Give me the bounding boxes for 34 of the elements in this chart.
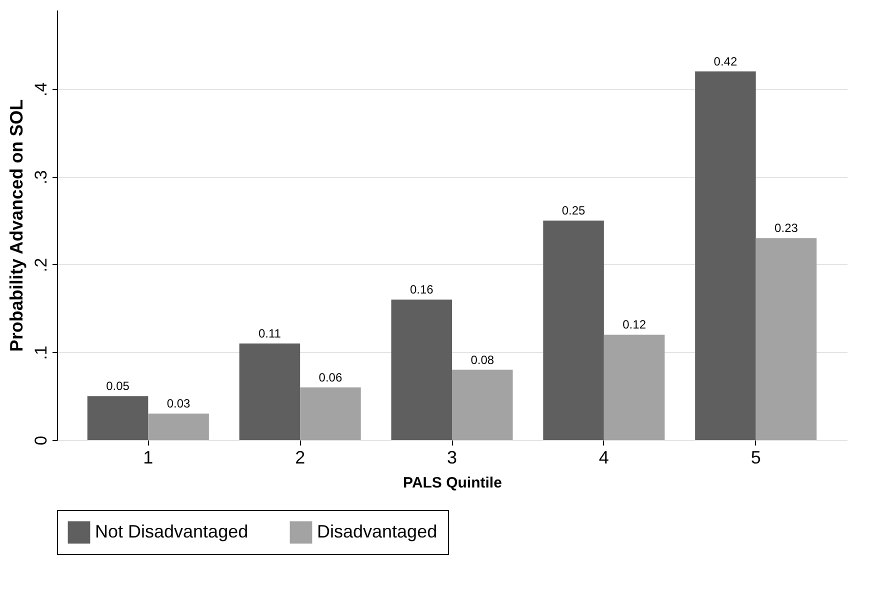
y-tick-label: 0 [32,436,50,446]
data-label: 0.11 [258,326,282,340]
bar [604,334,665,440]
y-tick-label: .1 [32,346,50,360]
bar [239,343,300,440]
data-label: 0.06 [318,370,342,384]
y-tick-label: .3 [32,170,50,184]
legend-label: Not Disadvantaged [95,521,248,542]
bar [300,387,361,440]
data-label: 0.16 [410,282,434,297]
bar [543,220,604,440]
legend-label: Disadvantaged [317,521,438,542]
x-tick-label: 2 [295,448,306,468]
x-tick-label: 4 [598,448,609,468]
bar [695,71,756,440]
y-axis-title: Probability Advanced on SOL [6,99,26,352]
data-label: 0.25 [562,204,586,218]
y-tick-label: .4 [32,82,50,97]
x-tick-label: 5 [750,448,761,468]
data-label: 0.03 [166,396,191,411]
data-label: 0.05 [106,379,130,394]
bar [391,300,452,440]
bar [452,370,513,440]
x-tick-label: 3 [446,448,458,468]
data-label: 0.08 [470,352,494,367]
y-tick-label: .2 [32,258,50,272]
data-label: 0.42 [714,54,738,68]
x-axis-title: PALS Quintile [403,474,502,492]
bar [87,396,148,440]
bar [148,414,209,440]
data-label: 0.12 [622,318,646,332]
data-label: 0.23 [774,221,798,236]
x-tick-label: 1 [143,448,154,468]
bar [756,238,817,440]
